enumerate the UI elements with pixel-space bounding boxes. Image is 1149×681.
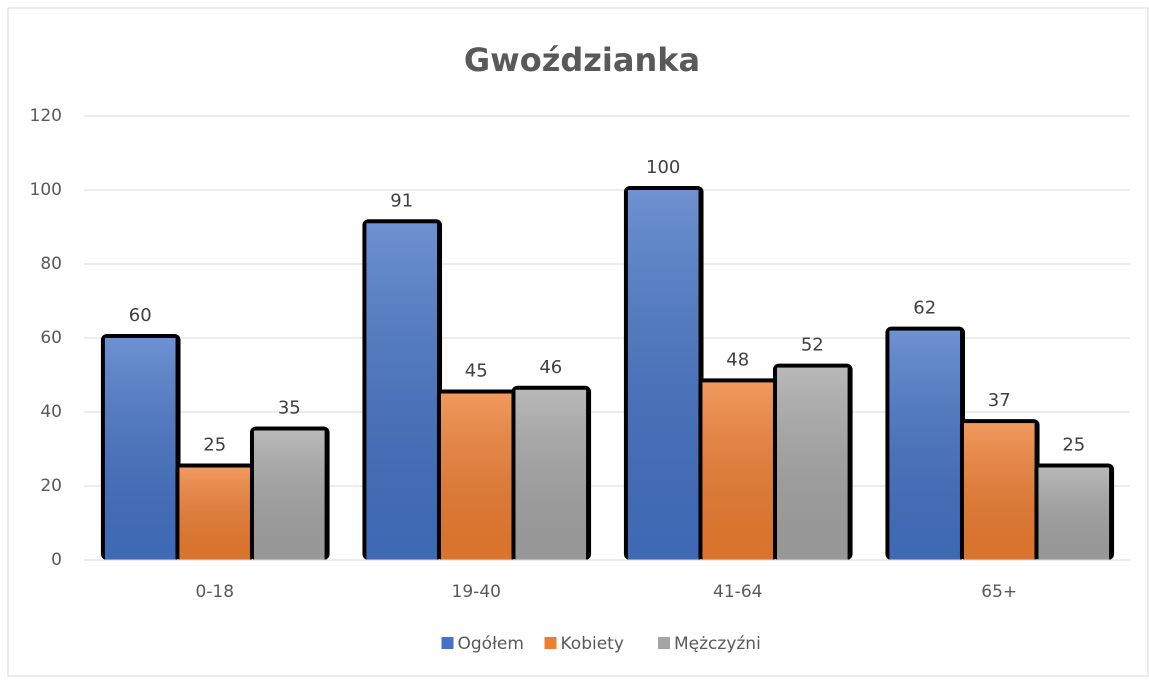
data-label: 60 [129,305,152,326]
y-tick-label: 80 [40,254,62,274]
data-label: 48 [726,349,749,370]
x-tick-label: 0-18 [195,582,234,602]
data-label: 35 [278,398,301,419]
data-label: 25 [203,435,226,456]
data-label: 62 [913,298,936,319]
data-label: 52 [801,335,824,356]
bar-shine [440,393,512,560]
y-tick-label: 20 [40,476,62,496]
legend-swatch [441,637,454,649]
y-tick-label: 40 [40,402,62,422]
legend-label: Kobiety [561,634,624,654]
bar-shine [889,330,961,560]
chart-title: Gwoździanka [464,41,700,79]
x-tick-label: 19-40 [452,582,501,602]
data-label: 37 [988,390,1011,411]
bar-shine [1038,467,1110,560]
y-tick-label: 120 [30,106,62,126]
data-label: 91 [390,190,413,211]
y-tick-label: 0 [51,550,62,570]
bar-shine [179,467,251,560]
x-tick-label: 41-64 [713,582,762,602]
bar-shine [104,338,176,560]
y-tick-label: 100 [30,180,62,200]
bar-shine [366,223,438,561]
bar-shine [963,423,1035,560]
bar-shine [776,367,848,560]
data-label: 100 [646,157,680,178]
legend-swatch [658,637,670,649]
data-label: 45 [465,361,488,382]
bar-shine [253,430,325,560]
x-tick-label: 65+ [981,582,1017,602]
legend-swatch [544,637,557,649]
bar-shine [702,382,774,560]
y-tick-label: 60 [40,328,62,348]
legend-label: Mężczyźni [674,634,761,654]
legend-label: Ogółem [458,634,524,654]
data-label: 46 [539,357,562,378]
bar-shine [515,389,587,560]
data-label: 25 [1062,435,1085,456]
bar-shine [627,190,699,560]
